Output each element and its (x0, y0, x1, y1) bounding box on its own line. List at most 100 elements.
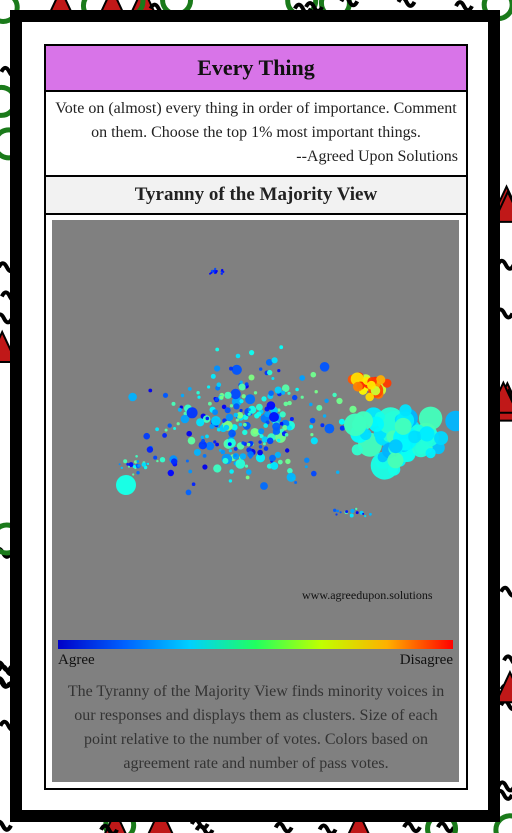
bubble (126, 462, 130, 466)
bubble (233, 412, 239, 418)
bubble (198, 441, 207, 450)
bubble (231, 364, 242, 375)
bubble (258, 445, 263, 449)
bubble (156, 459, 159, 463)
bubble (269, 454, 276, 462)
bubble (176, 422, 180, 426)
bubble (128, 392, 137, 402)
bubble (282, 425, 288, 431)
squiggle (273, 821, 294, 833)
bubble (219, 395, 224, 400)
bubble (187, 436, 196, 445)
bubble (261, 396, 267, 402)
bubble (266, 437, 274, 445)
squiggle (454, 0, 474, 13)
bubble (257, 449, 263, 456)
bubble (388, 439, 403, 454)
bubble (367, 380, 376, 390)
bubble (247, 408, 251, 412)
squiggle (0, 312, 14, 325)
bubble (238, 383, 246, 391)
bubble (215, 271, 218, 274)
bubble (202, 464, 208, 470)
bubble (304, 457, 310, 463)
bubble (193, 448, 201, 456)
bubble (235, 459, 246, 469)
squiggle (436, 821, 456, 833)
quote-attribution: --Agreed Upon Solutions (296, 148, 458, 165)
bubble (283, 401, 289, 407)
bubble (213, 440, 217, 444)
bubble (264, 411, 271, 418)
bubble (284, 433, 289, 437)
bubble (365, 392, 375, 402)
bubble (270, 462, 279, 470)
bubble (239, 453, 247, 460)
bubble (249, 350, 255, 356)
bubble (309, 417, 316, 424)
scale-low: Agree (58, 652, 95, 668)
bubble (148, 388, 153, 393)
bubble (128, 465, 130, 468)
bubble (246, 442, 251, 447)
bubble (277, 438, 281, 443)
bubble (281, 384, 290, 392)
bubble (162, 433, 167, 438)
bubble (247, 412, 251, 416)
bubble (214, 397, 219, 402)
bubble (185, 459, 189, 463)
bubble (310, 371, 317, 378)
bubble (355, 507, 358, 511)
bubble (171, 401, 176, 406)
bubble (265, 359, 273, 366)
bubble (213, 464, 222, 473)
bubble (229, 366, 233, 371)
bubble (224, 407, 231, 414)
bubble (310, 433, 314, 437)
bubble (239, 408, 243, 413)
squiggle (194, 824, 215, 833)
bubble (281, 390, 286, 395)
bubble (220, 449, 226, 455)
ring (0, 0, 20, 24)
bubble (205, 441, 215, 451)
bubble (242, 429, 248, 436)
bubble (267, 369, 273, 376)
color-scale (58, 640, 453, 649)
bubble (355, 511, 359, 515)
bubble (274, 451, 281, 458)
bubble (286, 472, 296, 482)
squiggle (502, 654, 512, 665)
bubble (256, 403, 263, 411)
squiggle (339, 0, 360, 8)
bubble (224, 391, 232, 399)
bubble (235, 418, 239, 422)
bubble (225, 413, 234, 422)
squiggle (317, 823, 338, 833)
bubble (310, 437, 318, 445)
bubble (245, 394, 256, 405)
bubble (339, 511, 342, 514)
bubble (128, 462, 134, 468)
bubble (274, 386, 282, 394)
bubble (132, 465, 136, 469)
bubble (292, 394, 298, 401)
squiggle (0, 676, 13, 689)
bubble (309, 402, 313, 407)
bubble (241, 441, 245, 445)
bubble (279, 345, 284, 350)
bubble (239, 380, 243, 384)
bubble (231, 424, 238, 431)
bubble (186, 430, 192, 437)
quote-text: Vote on (almost) every thing in order of… (55, 100, 457, 141)
bubble (214, 267, 217, 270)
bubble (201, 439, 206, 443)
triangle (347, 809, 370, 833)
bubble (352, 417, 367, 432)
bubble (164, 428, 168, 432)
bubble (214, 365, 221, 372)
bubble (445, 410, 459, 432)
bubble (286, 425, 292, 431)
bubble (210, 271, 213, 274)
bubble (143, 432, 150, 440)
